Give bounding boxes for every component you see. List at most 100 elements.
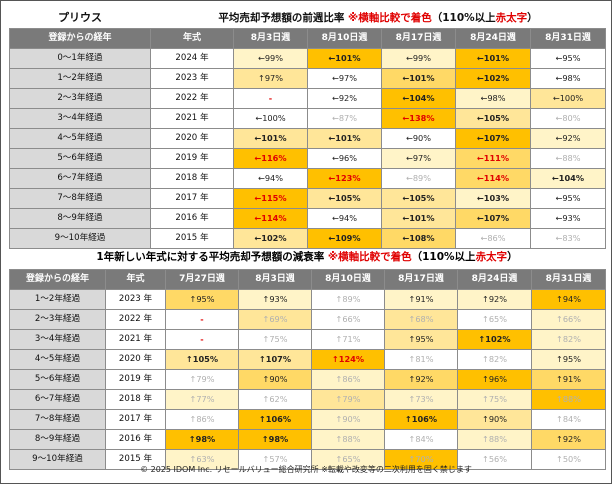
value-cell: ↑98%	[165, 429, 239, 450]
table-row: 4～5年経過 2020 年 ←101% ←101% ←90% ←107% ←92%	[9, 127, 607, 149]
row-label: 9～10年経過	[9, 227, 151, 249]
value-cell: -	[165, 329, 239, 350]
value-cell: ←105%	[381, 187, 456, 209]
value-cell: ←123%	[307, 167, 382, 189]
row-label: 6～7年経過	[9, 389, 106, 410]
value-cell: ↑98%	[238, 429, 312, 450]
value-cell: ↑106%	[238, 409, 312, 430]
model-year: 2016 年	[105, 429, 166, 450]
table-row: 8～9年経過 2016 年 ←114% ←94% ←101% ←107% ←93%	[9, 207, 607, 229]
value-cell: ↑107%	[238, 349, 312, 370]
table1-note-main: 横軸比較で着色	[358, 11, 432, 24]
value-cell: ←88%	[529, 147, 607, 169]
value-cell: ←101%	[307, 47, 382, 69]
model-year: 2023 年	[150, 67, 234, 89]
value-cell: ↑68%	[384, 309, 458, 330]
table-row: 3～4年経過 2021 年 ←100% ←87% ←138% ←105% ←80%	[9, 107, 607, 129]
row-label: 3～4年経過	[9, 107, 151, 129]
table-row: 2～3年経過 2022 年 - ←92% ←104% ←98% ←100%	[9, 87, 607, 109]
model-year: 2017 年	[150, 187, 234, 209]
value-cell: ↑70%	[384, 449, 458, 470]
value-cell: ←94%	[233, 167, 308, 189]
value-cell: ↑50%	[531, 449, 606, 470]
column-header: 8月3日週	[238, 269, 312, 290]
value-cell: ↑71%	[311, 329, 385, 350]
table-row: 5～6年経過 2019 年 ↑79% ↑90% ↑86% ↑92% ↑96% ↑91%	[9, 369, 606, 390]
column-header: 8月24日週	[455, 27, 531, 49]
row-label: 0～1年経過	[9, 47, 151, 69]
value-cell: ↑90%	[238, 369, 312, 390]
table-row: 9～10年経過 2015 年 ↑63% ↑57% ↑65% ↑70% ↑56% ↑50%	[9, 449, 606, 470]
table-row: 1～2年経過 2023 年 ↑97% ←97% ←101% ←102% ←98%	[9, 67, 607, 89]
value-cell: ←90%	[381, 127, 456, 149]
table-row: 1～2年経過 2023 年 ↑95% ↑93% ↑89% ↑91% ↑92% ↑94%	[9, 289, 606, 310]
value-cell: ↑92%	[384, 369, 458, 390]
table2-title: 1年新しい年式に対する平均売却予想額の減衰率 ※横軸比較で着色（110%以上赤太…	[9, 249, 605, 269]
column-header: 8月17日週	[384, 269, 458, 290]
table-row: 6～7年経過 2018 年 ←94% ←123% ←89% ←114% ←104%	[9, 167, 607, 189]
model-year: 2018 年	[105, 389, 166, 410]
row-label: 7～8年経過	[9, 187, 151, 209]
table-row: 0～1年経過 2024 年 ←99% ←101% ←99% ←101% ←95%	[9, 47, 607, 69]
value-cell: ←109%	[307, 227, 382, 249]
row-label: 5～6年経過	[9, 147, 151, 169]
value-cell: ↑93%	[238, 289, 312, 310]
value-cell: ←97%	[307, 67, 382, 89]
value-cell: ↑94%	[531, 289, 606, 310]
model-year: 2019 年	[105, 369, 166, 390]
column-header: 登録からの経年	[9, 269, 106, 290]
model-year: 2018 年	[150, 167, 234, 189]
value-cell: ↑105%	[165, 349, 239, 370]
value-cell: ←83%	[529, 227, 607, 249]
value-cell: ↑90%	[457, 409, 532, 430]
value-cell: ↑62%	[238, 389, 312, 410]
value-cell: ←114%	[233, 207, 308, 229]
model-year: 2021 年	[105, 329, 166, 350]
value-cell: ←99%	[381, 47, 456, 69]
value-cell: ↑92%	[531, 429, 606, 450]
value-cell: ↑73%	[384, 389, 458, 410]
row-label: 2～3年経過	[9, 309, 106, 330]
row-label: 6～7年経過	[9, 167, 151, 189]
value-cell: ←101%	[233, 127, 308, 149]
value-cell: ↑84%	[531, 409, 606, 430]
value-cell: ←102%	[233, 227, 308, 249]
value-cell: -	[165, 309, 239, 330]
row-label: 1～2年経過	[9, 289, 106, 310]
value-cell: ←101%	[381, 207, 456, 229]
value-cell: ↑84%	[384, 429, 458, 450]
table1-title-text: 平均売却予想額の前週比率	[218, 11, 345, 24]
row-label: 8～9年経過	[9, 429, 106, 450]
table-row: 7～8年経過 2017 年 ↑86% ↑106% ↑90% ↑106% ↑90% ↑84%	[9, 409, 606, 430]
value-cell: ←115%	[233, 187, 308, 209]
value-cell: ↑97%	[233, 67, 308, 89]
value-cell: ↑91%	[384, 289, 458, 310]
column-header: 年式	[105, 269, 166, 290]
value-cell: ←92%	[529, 127, 607, 149]
value-cell: ←95%	[529, 187, 607, 209]
value-cell: ↑66%	[531, 309, 606, 330]
value-cell: ↑86%	[311, 369, 385, 390]
value-cell: ↑124%	[311, 349, 385, 370]
table1-note-close: ）	[527, 11, 538, 24]
table-row: 2～3年経過 2022 年 - ↑69% ↑66% ↑68% ↑65% ↑66%	[9, 309, 606, 330]
table1-title: 平均売却予想額の前週比率 ※横軸比較で着色（110%以上赤太字）	[150, 8, 606, 28]
column-header: 登録からの経年	[9, 27, 151, 49]
value-cell: ↑88%	[531, 389, 606, 410]
value-cell: ←138%	[381, 107, 456, 129]
table2-title-text: 1年新しい年式に対する平均売却予想額の減衰率	[96, 251, 325, 263]
row-label: 3～4年経過	[9, 329, 106, 350]
value-cell: ←104%	[529, 167, 607, 189]
column-header: 8月24日週	[457, 269, 532, 290]
value-cell: ←97%	[381, 147, 456, 169]
row-label: 8～9年経過	[9, 207, 151, 229]
value-cell: ↑88%	[311, 429, 385, 450]
copyright-footer: © 2025 IDOM Inc. リセールバリュー総合研究所 ※転載や改変等の二…	[140, 465, 472, 474]
value-cell: ←98%	[529, 67, 607, 89]
value-cell: ↑65%	[457, 309, 532, 330]
value-cell: ←103%	[455, 187, 531, 209]
table-row: 5～6年経過 2019 年 ←116% ←96% ←97% ←111% ←88%	[9, 147, 607, 169]
table2-note-prefix: ※	[327, 251, 339, 263]
value-cell: ←116%	[233, 147, 308, 169]
